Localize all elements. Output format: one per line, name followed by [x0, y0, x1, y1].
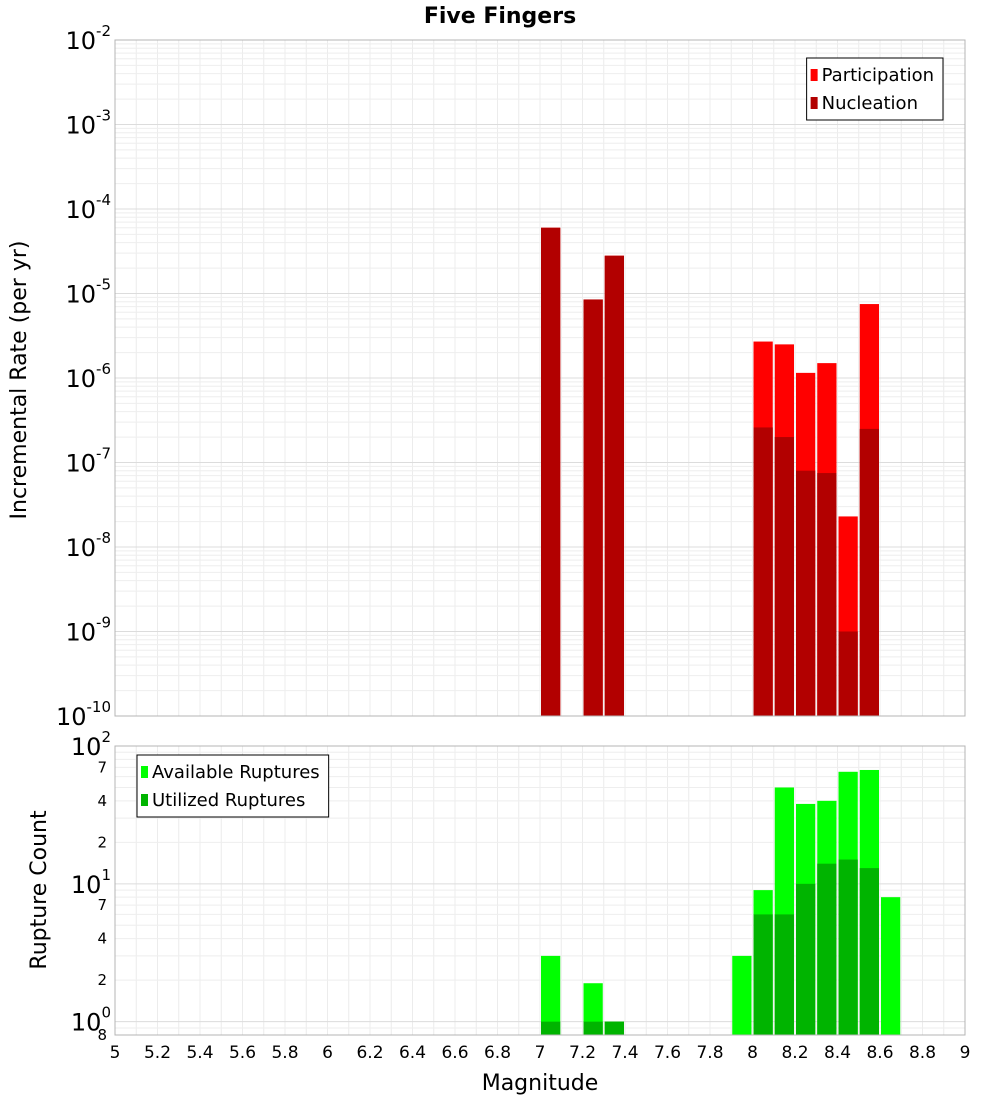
- rate-legend-label: Participation: [822, 65, 934, 86]
- count-bar: [732, 955, 752, 1035]
- rate-bar: [796, 470, 816, 716]
- x-tick-label: 7.6: [654, 1043, 681, 1063]
- top-y-axis-label: Incremental Rate (per yr): [7, 241, 32, 520]
- rate-legend-box: [806, 57, 944, 121]
- rate-y-tick-label: 10-5: [65, 276, 111, 309]
- x-tick-label: 5.8: [271, 1043, 298, 1063]
- count-y-minor-tick-label: 7: [97, 896, 107, 914]
- x-tick-label: 7.2: [569, 1043, 596, 1063]
- count-legend-box: [136, 754, 330, 818]
- x-tick-label: 8: [747, 1043, 758, 1063]
- x-tick-label: 8.8: [909, 1043, 936, 1063]
- rate-bar: [774, 437, 794, 716]
- x-axis-label: Magnitude: [482, 1071, 599, 1096]
- rate-y-tick-label: 10-7: [65, 445, 111, 478]
- rate-legend-swatch: [810, 97, 818, 109]
- rate-panel: 10-10 10-9 10-8 10-7 10-6 10-5 10-4 10-3 10-2 Par…: [56, 22, 966, 731]
- x-tick-label: 5: [110, 1043, 121, 1063]
- x-tick-label: 5.6: [229, 1043, 256, 1063]
- count-y-tick-label: 101: [71, 866, 111, 899]
- rate-legend-label: Nucleation: [822, 93, 918, 114]
- count-y-minor-tick-label: 2: [97, 833, 107, 851]
- x-tick-label: 7.8: [696, 1043, 723, 1063]
- count-y-minor-tick-label: 4: [97, 792, 107, 810]
- rate-y-tick-label: 10-10: [56, 698, 111, 731]
- count-legend-swatch: [141, 794, 148, 806]
- x-tick-label: 5.4: [186, 1043, 213, 1063]
- x-tick-label: 6: [322, 1043, 333, 1063]
- rate-y-tick-label: 10-8: [65, 529, 111, 562]
- rate-bar: [583, 299, 603, 716]
- rate-gridlines: [114, 40, 966, 717]
- count-bar: [583, 1021, 603, 1035]
- count-bar: [541, 955, 561, 1035]
- count-bar: [796, 883, 816, 1035]
- rate-y-tick-label: 10-3: [65, 107, 111, 140]
- rate-bar: [604, 255, 624, 716]
- count-bar: [541, 1021, 561, 1035]
- x-tick-label: 7: [535, 1043, 546, 1063]
- rate-bar: [838, 631, 858, 716]
- count-plot-frame: [114, 745, 966, 1036]
- count-legend-label: Available Ruptures: [152, 762, 320, 783]
- count-bar: [881, 897, 901, 1035]
- rate-bar: [753, 427, 773, 716]
- rate-y-tick-label: 10-9: [65, 614, 111, 647]
- x-tick-label: 6.8: [484, 1043, 511, 1063]
- rate-bar: [817, 473, 837, 716]
- x-tick-label: 6.4: [399, 1043, 426, 1063]
- rate-series-1: [541, 227, 879, 716]
- count-y-minor-tick-label: 8: [97, 1026, 107, 1044]
- x-tick-label: 6.2: [356, 1043, 383, 1063]
- rate-bar: [859, 428, 879, 716]
- count-y-tick-label: 102: [71, 728, 111, 761]
- x-tick-label: 6.6: [441, 1043, 468, 1063]
- count-bar: [774, 914, 794, 1035]
- count-bar: [838, 859, 858, 1035]
- bottom-y-axis-label: Rupture Count: [27, 810, 52, 970]
- count-bar: [859, 868, 879, 1035]
- x-tick-label: 7.4: [611, 1043, 638, 1063]
- count-legend-label: Utilized Ruptures: [152, 790, 305, 811]
- rate-y-tick-label: 10-6: [65, 360, 111, 393]
- count-bar: [604, 1021, 624, 1035]
- x-tick-label: 5.2: [144, 1043, 171, 1063]
- x-tick-label: 8.4: [824, 1043, 851, 1063]
- count-y-minor-tick-label: 2: [97, 971, 107, 989]
- count-legend: Available Ruptures Utilized Ruptures: [136, 754, 330, 818]
- count-bar: [753, 914, 773, 1035]
- count-y-tick-label: 100: [71, 1004, 111, 1037]
- rate-plot-frame: [114, 39, 966, 717]
- count-y-minor-tick-label: 7: [97, 758, 107, 776]
- rate-y-tick-label: 10-2: [65, 22, 111, 55]
- x-tick-label: 8.2: [781, 1043, 808, 1063]
- rate-y-tick-label: 10-4: [65, 191, 111, 224]
- count-y-minor-tick-label: 4: [97, 930, 107, 948]
- count-bar: [817, 863, 837, 1035]
- count-series-1: [541, 859, 879, 1035]
- chart-title: Five Fingers: [424, 4, 576, 29]
- count-legend-swatch: [141, 766, 148, 778]
- x-tick-label: 8.6: [866, 1043, 893, 1063]
- rate-bar: [541, 227, 561, 716]
- rate-legend-swatch: [810, 69, 818, 81]
- x-tick-label: 9: [960, 1043, 971, 1063]
- rupture-count-panel: 100 101 102 8 2 4 7 2 4 7 5 5.2 5.4 5.6 5.8 6 6.2 6.4 6.6 6…: [71, 728, 971, 1063]
- rate-legend: Participation Nucleation: [806, 57, 944, 121]
